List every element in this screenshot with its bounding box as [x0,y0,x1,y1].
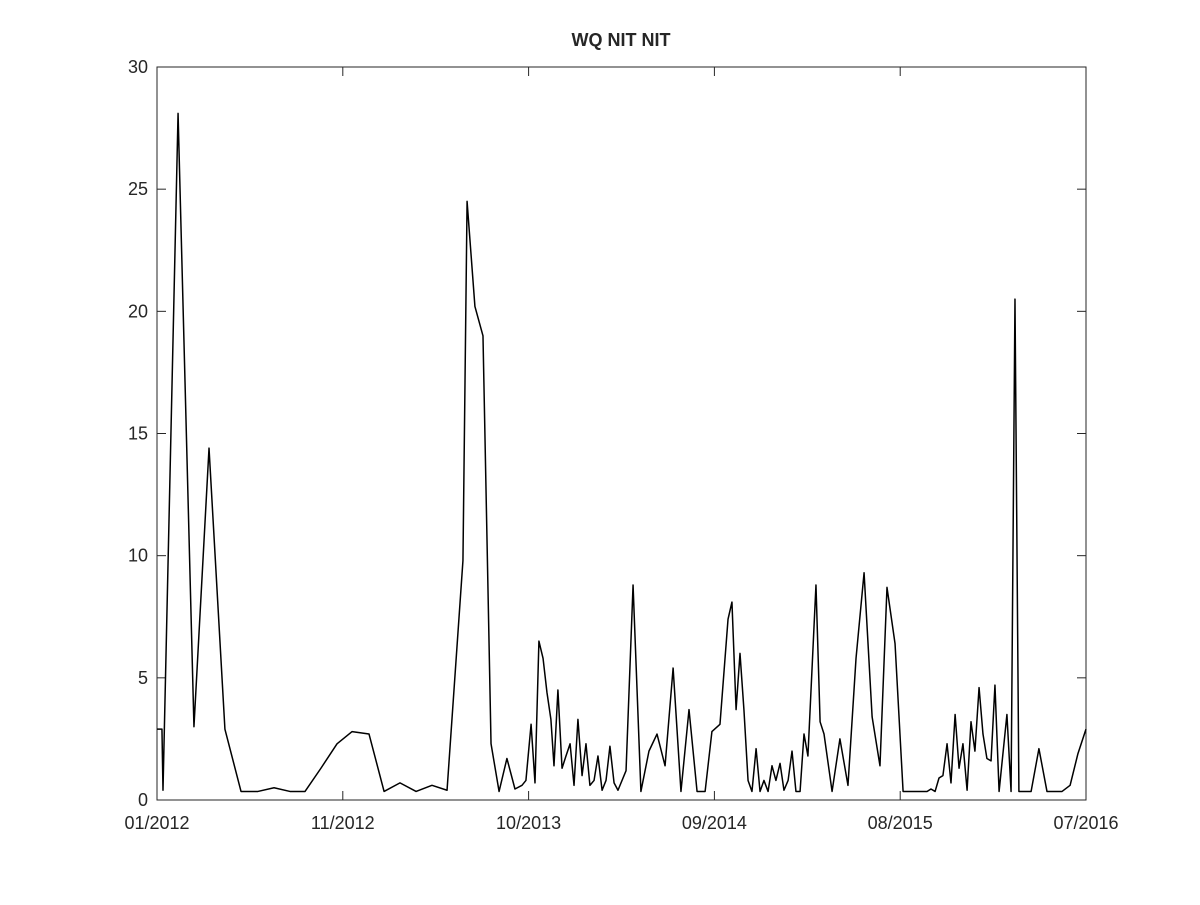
x-tick-label: 07/2016 [1053,813,1118,833]
y-tick-label: 20 [128,301,148,321]
y-tick-label: 0 [138,790,148,810]
y-tick-label: 5 [138,668,148,688]
y-tick-label: 15 [128,424,148,444]
y-tick-label: 30 [128,57,148,77]
chart-title: WQ NIT NIT [572,30,671,50]
data-line [157,112,1087,793]
x-tick-label: 01/2012 [124,813,189,833]
x-tick-label: 08/2015 [868,813,933,833]
x-tick-label: 09/2014 [682,813,747,833]
x-tick-label: 10/2013 [496,813,561,833]
x-tick-label: 11/2012 [311,813,375,833]
y-tick-label: 25 [128,179,148,199]
plot-box [156,66,1087,801]
y-tick-label: 10 [128,546,148,566]
